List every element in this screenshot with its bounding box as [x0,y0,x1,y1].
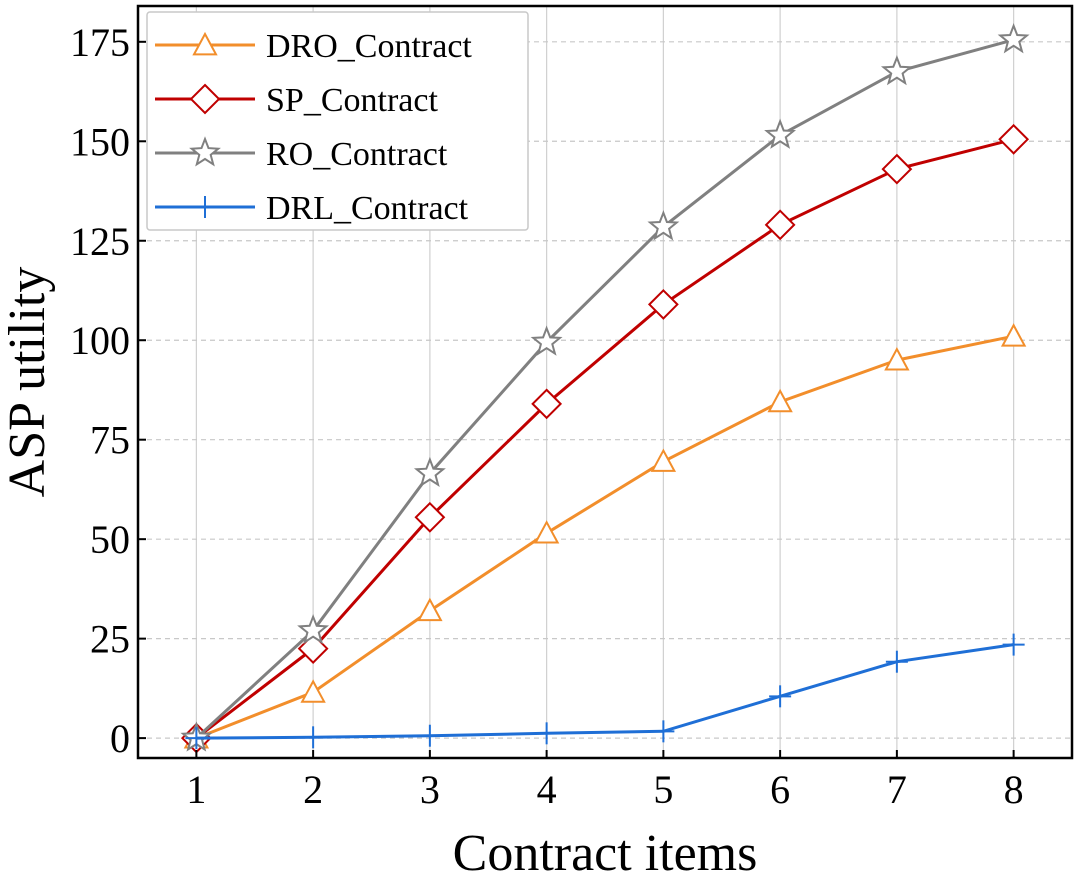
series-DRO_Contract [183,323,1027,749]
y-tick-label: 150 [70,119,130,164]
x-tick-label: 4 [537,767,557,812]
y-tick-label: 25 [90,617,130,662]
axis-ticks: 1 2 3 4 5 6 7 8 0 25 50 75 100 125 150 175 [70,20,1024,812]
data-point [300,679,326,703]
data-point [764,209,796,241]
data-point [413,456,446,488]
legend-marker [189,83,221,115]
y-tick-label: 175 [70,20,130,65]
series-line [196,643,1014,740]
legend-label: SP_Contract [266,82,438,119]
y-tick-label: 100 [70,318,130,363]
legend-item: RO_Contract [155,136,448,173]
y-tick-label: 75 [90,418,130,463]
data-point [884,347,910,371]
data-point [297,613,330,645]
data-point [769,685,792,708]
data-point [414,501,446,533]
series-RO_Contract [180,23,1030,752]
series-lines [180,23,1030,754]
x-tick-label: 8 [1004,767,1024,812]
legend-marker [192,31,218,56]
x-tick-label: 2 [303,767,323,812]
data-point [652,720,675,743]
x-tick-label: 6 [770,767,790,812]
data-point [531,388,563,420]
series-line [195,38,1014,740]
y-axis-title: ASP utility [0,267,56,498]
series-DRL_Contract [185,633,1025,750]
legend-item: DRL_Contract [155,190,469,227]
legend-item: SP_Contract [155,82,438,119]
x-tick-label: 1 [186,767,206,812]
data-point [764,118,797,149]
data-point [647,210,680,241]
data-point [1002,633,1025,656]
y-tick-label: 50 [90,517,130,562]
x-tick-label: 5 [653,767,673,812]
series-line [195,334,1014,740]
data-point [1000,323,1027,347]
legend-box [146,11,529,231]
data-point [530,325,563,356]
data-point [885,650,908,673]
data-point [647,288,679,320]
data-point [185,727,208,750]
data-point [997,23,1030,54]
y-tick-label: 0 [110,716,130,761]
x-tick-label: 3 [420,767,440,812]
legend-marker [194,196,216,218]
data-point [880,54,913,86]
plot-frame [136,4,1074,760]
y-tick-label: 125 [70,219,130,264]
legend-item: DRO_Contract [155,28,472,65]
x-tick-label: 7 [887,767,907,812]
series-line [195,137,1014,740]
data-point [302,726,325,749]
legend-marker [189,136,221,167]
legend: DRO_Contract SP_Contract RO_Contract DRL_Co… [146,11,529,231]
data-point [650,448,677,472]
data-point [881,153,913,185]
series-SP_Contract [180,123,1030,754]
data-point [998,123,1030,155]
legend-label: RO_Contract [266,136,448,173]
legend-label: DRO_Contract [266,28,472,65]
data-point [417,597,443,622]
data-point [767,388,793,413]
data-point [535,722,558,745]
data-point [533,520,560,544]
legend-label: DRL_Contract [266,190,469,227]
x-axis-title: Contract items [453,825,758,878]
data-point [418,724,441,747]
